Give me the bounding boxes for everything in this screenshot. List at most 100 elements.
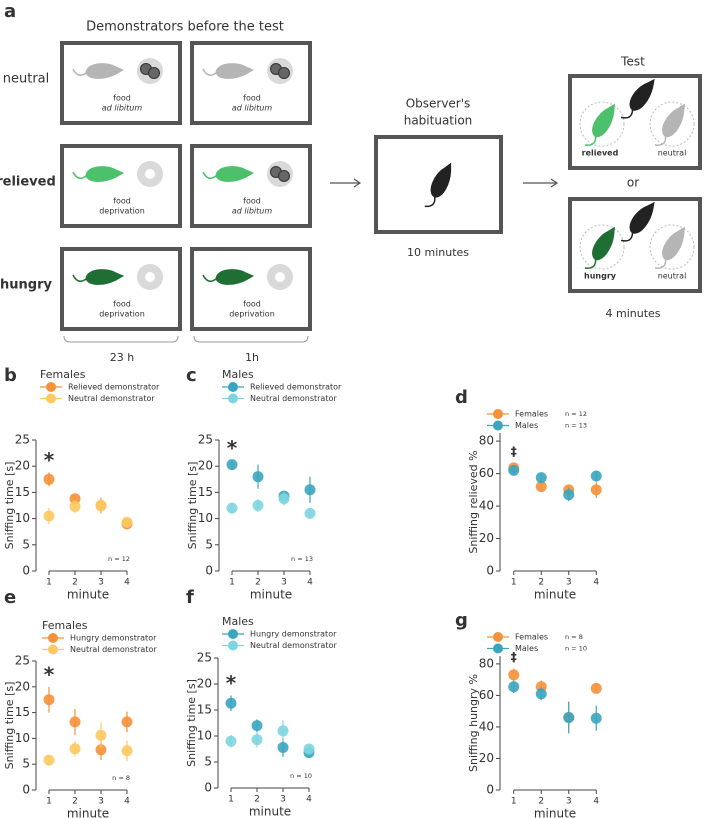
food-pellet xyxy=(278,170,290,182)
data-point xyxy=(590,484,602,496)
data-point xyxy=(590,682,602,694)
empty-dish-center xyxy=(145,169,155,179)
panel-letter: e xyxy=(4,587,16,608)
y-tick-label: 5 xyxy=(204,755,212,769)
data-point xyxy=(252,471,264,483)
data-point xyxy=(95,744,107,756)
box-label: food xyxy=(243,94,261,103)
y-tick-label: 40 xyxy=(479,499,494,513)
cage-box xyxy=(60,41,182,125)
bracket xyxy=(193,335,309,343)
data-point xyxy=(590,470,602,482)
x-tick-label: 1 xyxy=(511,797,517,807)
test-title: Test xyxy=(620,55,645,69)
habituation-title: habituation xyxy=(404,114,473,128)
data-point xyxy=(69,716,81,728)
x-tick-label: 4 xyxy=(124,797,130,807)
cage-cup xyxy=(579,224,625,270)
significance-mark: * xyxy=(44,662,55,686)
y-tick-label: 0 xyxy=(22,564,30,578)
y-tick-label: 0 xyxy=(204,781,212,795)
x-tick-label: 1 xyxy=(46,578,52,588)
x-axis-label: minute xyxy=(534,807,576,818)
significance-mark: ‡ xyxy=(511,650,517,664)
or-label: or xyxy=(627,176,639,190)
legend-label: Neutral demonstrator xyxy=(68,394,155,403)
data-point xyxy=(226,502,238,514)
y-tick-label: 20 xyxy=(479,531,494,545)
data-point xyxy=(121,716,133,728)
sample-size: n = 13 xyxy=(291,555,313,563)
legend-marker xyxy=(493,409,503,419)
data-point xyxy=(225,735,237,747)
test-left-label: hungry xyxy=(584,272,617,281)
test-duration: 4 minutes xyxy=(605,307,660,320)
x-tick-label: 2 xyxy=(255,578,261,588)
legend-marker xyxy=(228,393,238,404)
data-point xyxy=(69,743,81,755)
legend-label: Females xyxy=(515,633,548,642)
x-tick-label: 3 xyxy=(98,797,104,807)
data-point xyxy=(95,729,107,741)
box-label: ad libitum xyxy=(102,104,142,113)
y-tick-label: 20 xyxy=(197,677,212,691)
y-tick-label: 60 xyxy=(479,466,494,480)
y-tick-label: 25 xyxy=(15,433,30,447)
box-label: food xyxy=(243,300,261,309)
chart-title: Males xyxy=(222,615,254,628)
test-right-label: neutral xyxy=(658,272,687,281)
diagram-header: Demonstrators before the test xyxy=(86,20,284,35)
x-tick-label: 1 xyxy=(511,578,517,588)
cage-box xyxy=(190,144,312,228)
y-tick-label: 10 xyxy=(15,511,30,525)
data-point xyxy=(563,711,575,723)
legend-marker xyxy=(48,644,58,655)
box-label: food xyxy=(113,94,131,103)
legend-label: Males xyxy=(515,644,538,653)
y-tick-label: 40 xyxy=(479,719,494,733)
panel-letter: g xyxy=(455,610,468,631)
x-tick-label: 4 xyxy=(593,578,599,588)
legend-n: n = 8 xyxy=(565,633,583,641)
x-tick-label: 3 xyxy=(566,578,572,588)
y-tick-label: 20 xyxy=(15,459,30,473)
panel-letter: c xyxy=(186,365,197,386)
y-tick-label: 25 xyxy=(198,433,213,447)
habituation-duration: 10 minutes xyxy=(407,246,469,259)
data-point xyxy=(535,688,547,700)
data-point xyxy=(251,734,263,746)
box-label: food xyxy=(113,300,131,309)
x-tick-label: 2 xyxy=(538,578,544,588)
y-axis-label: Sniffing relieved % xyxy=(467,450,480,553)
x-axis-label: minute xyxy=(534,588,576,602)
data-point xyxy=(43,473,55,485)
cage-box xyxy=(60,144,182,228)
data-point xyxy=(251,720,263,732)
x-tick-label: 4 xyxy=(307,578,313,588)
y-tick-label: 0 xyxy=(486,564,494,578)
legend-label: Hungry demonstrator xyxy=(250,630,337,639)
data-point xyxy=(508,681,520,693)
y-tick-label: 20 xyxy=(198,459,213,473)
box-label: deprivation xyxy=(99,310,145,319)
legend-marker xyxy=(46,393,56,404)
legend-marker xyxy=(493,643,503,654)
cage-cup xyxy=(649,101,695,147)
data-point xyxy=(277,725,289,737)
y-tick-label: 0 xyxy=(205,564,213,578)
x-tick-label: 4 xyxy=(124,578,130,588)
significance-mark: * xyxy=(44,448,55,472)
y-tick-label: 5 xyxy=(205,537,213,551)
data-point xyxy=(43,754,55,766)
legend-marker xyxy=(46,382,56,392)
cage-box xyxy=(568,197,702,293)
data-point xyxy=(121,745,133,757)
legend-marker xyxy=(493,632,503,642)
x-axis-label: minute xyxy=(67,807,109,818)
y-tick-label: 15 xyxy=(15,705,30,719)
data-point xyxy=(304,484,316,496)
data-point xyxy=(225,697,237,709)
data-point xyxy=(508,669,520,681)
y-axis-label: Sniffing time [s] xyxy=(185,679,198,767)
data-point xyxy=(278,493,290,505)
